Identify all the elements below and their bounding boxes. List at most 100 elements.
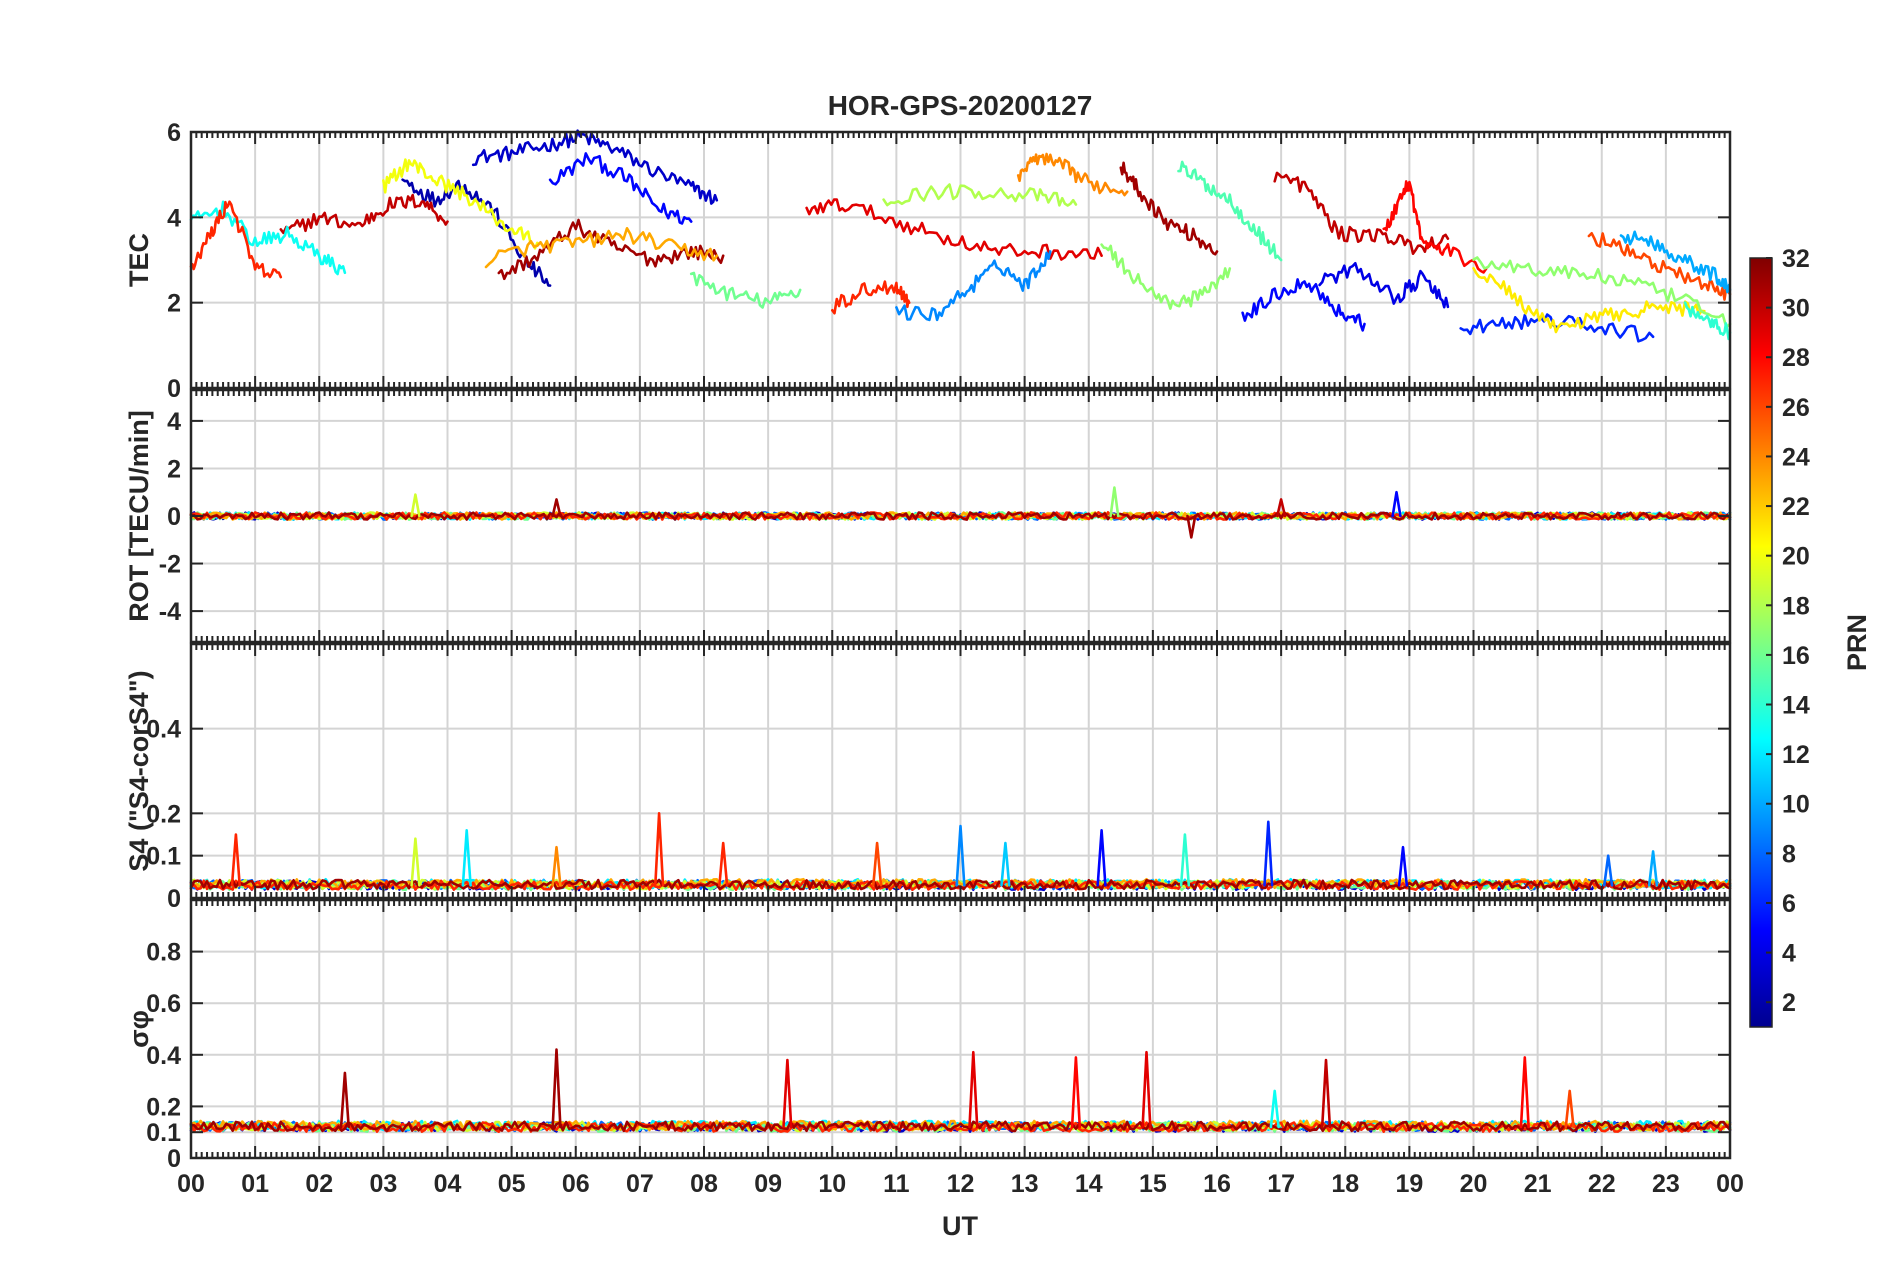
y-tick-label: 2 xyxy=(167,455,181,483)
spike-prn-27 xyxy=(230,833,241,887)
spike-prn-8 xyxy=(1603,854,1614,887)
y-tick-label: 6 xyxy=(167,119,181,147)
y-tick-label: 0 xyxy=(167,885,181,913)
tec-series-prn-28 xyxy=(1382,180,1488,274)
x-tick-label: 01 xyxy=(241,1170,269,1198)
x-tick-label: 14 xyxy=(1075,1170,1103,1198)
x-ticks xyxy=(190,132,1731,388)
panel-2-data xyxy=(189,486,1732,539)
spike-prn-29 xyxy=(782,1058,793,1129)
spike-prn-26 xyxy=(872,841,883,887)
tec-series-prn-9 xyxy=(895,250,1052,322)
x-tick-label: 11 xyxy=(883,1170,910,1198)
tec-series-prn-17 xyxy=(1100,243,1232,310)
colorbar-tick-label: 14 xyxy=(1782,692,1810,720)
colorbar-label: PRN xyxy=(1842,614,1872,671)
spike-prn-30 xyxy=(1276,498,1287,518)
x-tick-label: 23 xyxy=(1652,1170,1680,1198)
tec-series-prn-18 xyxy=(882,183,1078,207)
x-tick-label: 00 xyxy=(177,1170,205,1198)
colorbar-tick-label: 12 xyxy=(1782,741,1810,769)
tec-series-prn-30 xyxy=(1273,171,1450,255)
panel-1-data xyxy=(189,129,1732,343)
tec-series-prn-14 xyxy=(1683,301,1732,341)
colorbar-tick-label: 10 xyxy=(1782,791,1810,819)
y-tick-label: -2 xyxy=(159,551,181,579)
y-tick-label: 0.4 xyxy=(146,1042,181,1070)
tec-series-prn-3 xyxy=(471,129,719,205)
spike-prn-19 xyxy=(410,837,421,887)
spike-prn-31 xyxy=(551,1048,562,1129)
y-tick-label: 0 xyxy=(167,375,181,403)
spike-prn-31 xyxy=(1186,514,1197,539)
colorbar-gradient xyxy=(1749,257,1773,1028)
colorbar-tick-label: 18 xyxy=(1782,592,1810,620)
panel-3: 0 0.1 0.2 0.4S4 ("S4-corS4") xyxy=(124,642,1732,913)
tec-series-prn-17 xyxy=(1472,256,1732,329)
x-tick-label: 09 xyxy=(754,1170,782,1198)
tec-series-prn-13 xyxy=(189,200,347,276)
x-tick-labels: 00 01 02 03 04 05 06 07 08 09 10 11 12 13 14 15 16 17 18 19… xyxy=(177,1170,1744,1198)
tec-series-prn-5 xyxy=(1241,278,1366,332)
x-axis-label: UT xyxy=(942,1211,978,1241)
y-tick-label: 0.1 xyxy=(146,843,181,871)
panel-2: -4 -2 0 2 4 ROT [TECU/min] xyxy=(124,388,1732,644)
tec-series-prn-5 xyxy=(548,152,693,225)
tec-series-prn-6 xyxy=(1459,313,1655,343)
y-tick-label: 0.2 xyxy=(146,1093,181,1121)
x-tick-label: 15 xyxy=(1139,1170,1167,1198)
tec-series-prn-10 xyxy=(1619,230,1732,294)
y-axis-label: TEC xyxy=(124,233,154,287)
spike-prn-9 xyxy=(955,824,966,887)
spike-prn-5 xyxy=(1391,490,1402,518)
spike-prn-5 xyxy=(1397,845,1409,887)
y-tick-label: 4 xyxy=(167,408,181,436)
spike-prn-29 xyxy=(968,1050,979,1129)
tec-series-prn-21 xyxy=(1472,267,1706,334)
tec-series-prn-4 xyxy=(1318,261,1450,309)
tec-series-prn-29 xyxy=(805,198,1103,261)
colorbar-tick-label: 2 xyxy=(1782,989,1796,1017)
tec-series-prn-26 xyxy=(1587,232,1732,301)
spike-prn-14 xyxy=(1179,833,1191,887)
colorbar-tick-label: 26 xyxy=(1782,394,1810,422)
spike-prn-5 xyxy=(1096,829,1107,887)
x-tick-label: 18 xyxy=(1331,1170,1359,1198)
tec-series-prn-31 xyxy=(497,218,725,281)
x-tick-label: 10 xyxy=(818,1170,846,1198)
colorbar-tick-label: 22 xyxy=(1782,493,1810,521)
spike-prn-28 xyxy=(1070,1056,1082,1129)
spike-prn-24 xyxy=(551,845,562,887)
colorbar-tick-label: 30 xyxy=(1782,295,1810,323)
colorbar-tick-label: 4 xyxy=(1782,940,1796,968)
x-tick-label: 02 xyxy=(305,1170,333,1198)
x-ticks xyxy=(190,644,1731,898)
spike-prn-19 xyxy=(410,493,421,518)
x-tick-label: 12 xyxy=(947,1170,975,1198)
spike-prn-31 xyxy=(551,498,562,518)
colorbar-tick-label: 24 xyxy=(1782,443,1810,471)
x-tick-label: 16 xyxy=(1203,1170,1231,1198)
spike-prn-29 xyxy=(1141,1050,1152,1129)
colorbar-tick-label: 28 xyxy=(1782,344,1810,372)
x-tick-label: 22 xyxy=(1588,1170,1616,1198)
spike-prn-26 xyxy=(1564,1089,1575,1129)
spike-prn-28 xyxy=(1519,1056,1530,1129)
spike-prn-13 xyxy=(1269,1089,1280,1129)
y-tick-label: 2 xyxy=(167,290,181,318)
tec-series-prn-24 xyxy=(1016,152,1129,197)
y-tick-label: 4 xyxy=(167,204,181,232)
spike-prn-31 xyxy=(339,1071,350,1129)
panel-4: 00.10.2 0.4 0.6 0.8 σφ xyxy=(124,898,1732,1173)
colorbar-tick-label: 8 xyxy=(1782,840,1796,868)
x-tick-label: 17 xyxy=(1267,1170,1295,1198)
colorbar-tick-label: 32 xyxy=(1782,245,1810,273)
spike-prn-10 xyxy=(1647,850,1659,887)
y-tick-label: 0.8 xyxy=(146,939,181,967)
trace-prn-31 xyxy=(189,1120,1732,1133)
panel-1: 0 2 4 6 TEC xyxy=(124,119,1732,403)
x-tick-label: 03 xyxy=(369,1170,397,1198)
